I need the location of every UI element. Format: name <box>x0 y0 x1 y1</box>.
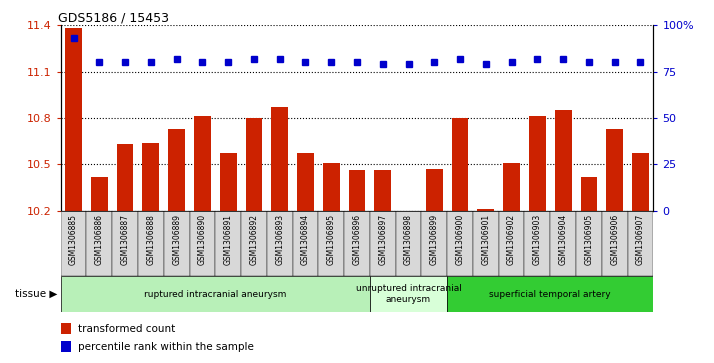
Bar <box>396 211 421 276</box>
Text: GSM1306888: GSM1306888 <box>146 214 156 265</box>
Bar <box>525 211 550 276</box>
Bar <box>293 211 318 276</box>
Bar <box>116 144 134 211</box>
Bar <box>61 211 86 276</box>
Text: percentile rank within the sample: percentile rank within the sample <box>79 342 254 352</box>
Bar <box>344 211 370 276</box>
Bar <box>426 169 443 211</box>
Bar <box>61 341 71 352</box>
Text: GSM1306890: GSM1306890 <box>198 214 207 265</box>
Text: GDS5186 / 15453: GDS5186 / 15453 <box>58 11 169 24</box>
Bar <box>318 211 344 276</box>
Text: ruptured intracranial aneurysm: ruptured intracranial aneurysm <box>144 290 286 298</box>
Text: GSM1306895: GSM1306895 <box>327 214 336 265</box>
Bar <box>555 110 571 211</box>
Bar <box>112 211 138 276</box>
Bar <box>86 211 112 276</box>
Text: GSM1306889: GSM1306889 <box>172 214 181 265</box>
Bar <box>61 323 71 334</box>
Bar <box>370 211 396 276</box>
Bar <box>143 143 159 211</box>
Text: GSM1306897: GSM1306897 <box>378 214 387 265</box>
Text: GSM1306902: GSM1306902 <box>507 214 516 265</box>
Text: GSM1306906: GSM1306906 <box>610 214 619 265</box>
Text: GSM1306892: GSM1306892 <box>249 214 258 265</box>
Text: GSM1306903: GSM1306903 <box>533 214 542 265</box>
Bar <box>138 211 164 276</box>
Bar <box>241 211 267 276</box>
Bar <box>473 211 498 276</box>
Bar <box>297 154 314 211</box>
Bar <box>267 211 293 276</box>
Bar <box>632 154 649 211</box>
Text: GSM1306904: GSM1306904 <box>558 214 568 265</box>
Text: GSM1306887: GSM1306887 <box>121 214 130 265</box>
Bar <box>447 276 653 312</box>
Text: GSM1306896: GSM1306896 <box>353 214 361 265</box>
Bar <box>189 211 216 276</box>
Text: GSM1306907: GSM1306907 <box>636 214 645 265</box>
Bar <box>194 117 211 211</box>
Bar <box>421 211 447 276</box>
Text: superficial temporal artery: superficial temporal artery <box>489 290 611 298</box>
Text: GSM1306901: GSM1306901 <box>481 214 491 265</box>
Bar <box>220 154 236 211</box>
Bar <box>452 118 468 211</box>
Text: GSM1306886: GSM1306886 <box>95 214 104 265</box>
Text: GSM1306898: GSM1306898 <box>404 214 413 265</box>
Bar <box>580 176 598 211</box>
Text: GSM1306893: GSM1306893 <box>275 214 284 265</box>
Bar <box>606 129 623 211</box>
Text: GSM1306899: GSM1306899 <box>430 214 439 265</box>
Bar <box>503 163 520 211</box>
Text: GSM1306894: GSM1306894 <box>301 214 310 265</box>
Bar <box>164 211 189 276</box>
Bar <box>91 176 108 211</box>
Text: transformed count: transformed count <box>79 323 176 334</box>
Bar <box>447 211 473 276</box>
Text: unruptured intracranial
aneurysm: unruptured intracranial aneurysm <box>356 284 461 304</box>
Bar <box>628 211 653 276</box>
Bar <box>602 211 628 276</box>
Bar <box>271 107 288 211</box>
Bar <box>529 117 545 211</box>
Text: GSM1306891: GSM1306891 <box>223 214 233 265</box>
Text: GSM1306885: GSM1306885 <box>69 214 78 265</box>
Text: tissue ▶: tissue ▶ <box>15 289 57 299</box>
Bar <box>323 163 340 211</box>
Bar <box>576 211 602 276</box>
Bar <box>65 28 82 211</box>
Bar <box>374 170 391 211</box>
Text: GSM1306905: GSM1306905 <box>584 214 593 265</box>
Text: GSM1306900: GSM1306900 <box>456 214 465 265</box>
Bar <box>498 211 525 276</box>
Bar <box>348 170 366 211</box>
Bar <box>550 211 576 276</box>
Bar <box>216 211 241 276</box>
Bar <box>370 276 447 312</box>
Bar <box>169 129 185 211</box>
Bar <box>246 118 262 211</box>
Bar <box>61 276 370 312</box>
Bar <box>478 209 494 211</box>
